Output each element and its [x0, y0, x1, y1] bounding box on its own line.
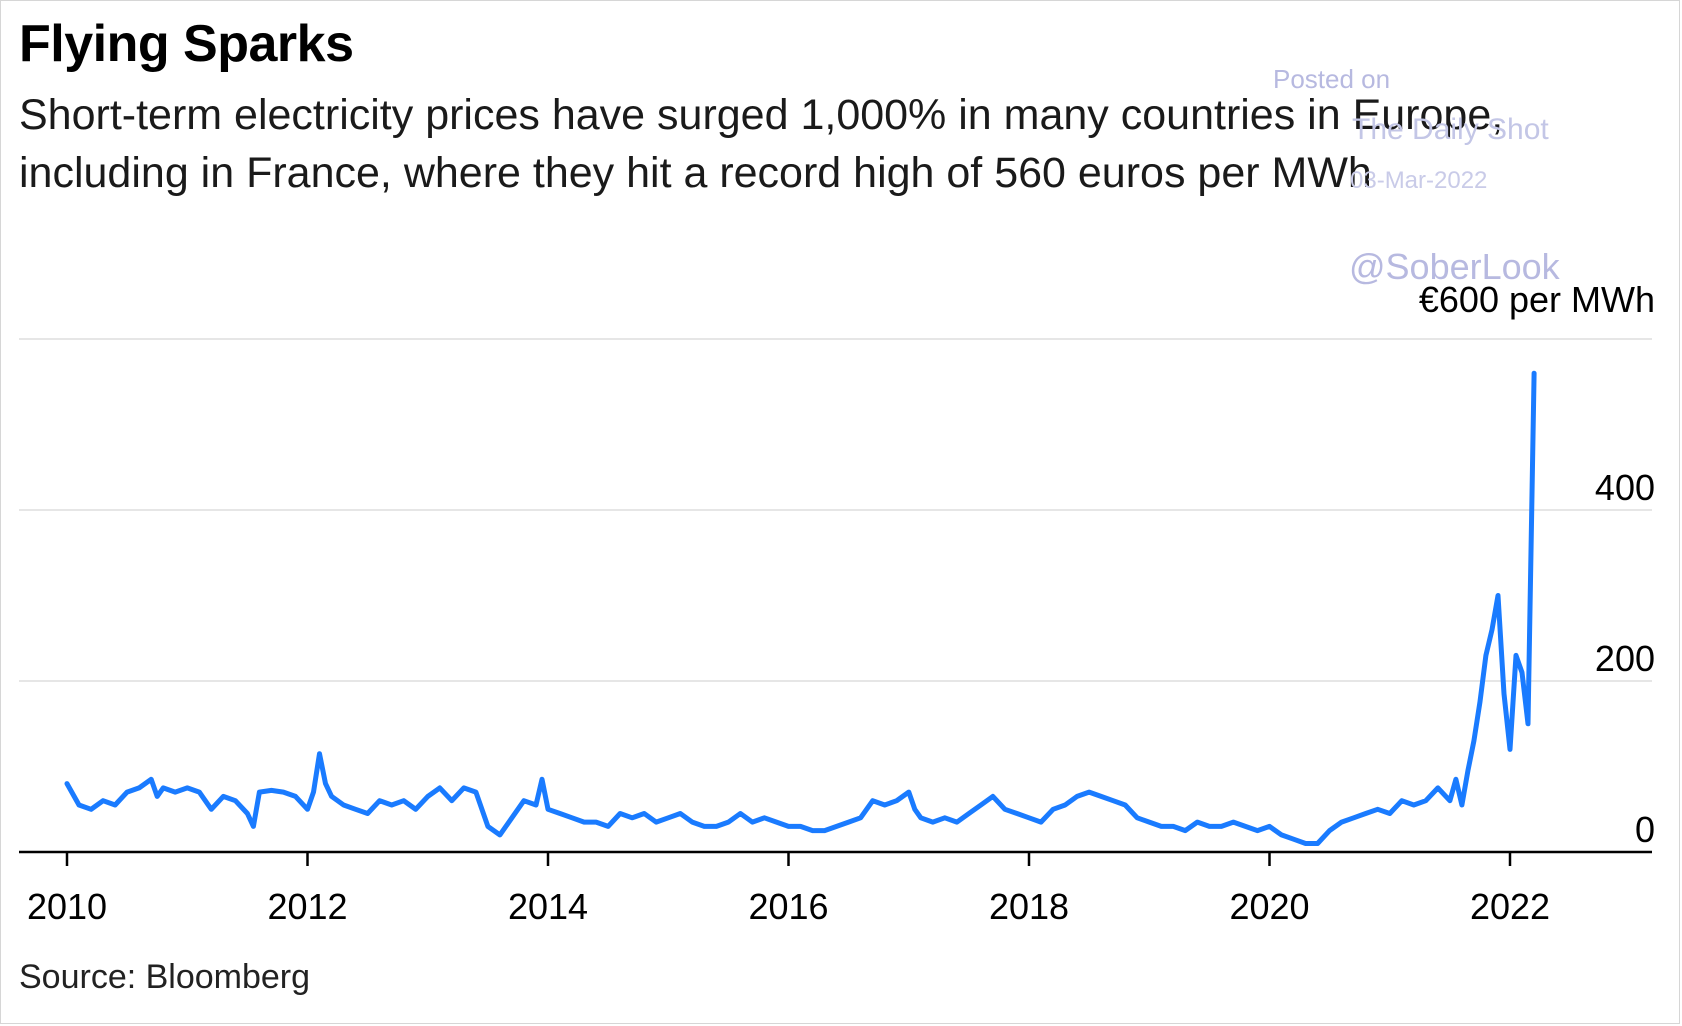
- x-tick-label-2016: 2016: [748, 886, 828, 927]
- chart-title: Flying Sparks: [19, 15, 354, 73]
- watermark-publication: The Daily Shot: [1352, 113, 1549, 146]
- x-tick-label-2018: 2018: [989, 886, 1069, 927]
- x-tick-label-2014: 2014: [508, 886, 588, 927]
- y-tick-label-200: 200: [1595, 638, 1655, 679]
- watermark-posted-on: Posted on: [1273, 64, 1391, 94]
- x-tick-label-2020: 2020: [1229, 886, 1309, 927]
- y-tick-label-0: 0: [1635, 809, 1655, 850]
- y-tick-label-400: 400: [1595, 467, 1655, 508]
- source-note: Source: Bloomberg: [19, 958, 311, 996]
- x-tick-label-2022: 2022: [1470, 886, 1550, 927]
- y-tick-label-600: €600 per MWh: [1419, 279, 1655, 320]
- chart-subtitle: Short-term electricity prices have surge…: [19, 91, 1504, 197]
- x-tick-label-2012: 2012: [267, 886, 347, 927]
- x-tick-label-2010: 2010: [27, 886, 107, 927]
- watermark-handle: @SoberLook: [1349, 246, 1560, 287]
- watermark-date: 03-Mar-2022: [1350, 167, 1488, 194]
- price-series-line: [64, 370, 1537, 846]
